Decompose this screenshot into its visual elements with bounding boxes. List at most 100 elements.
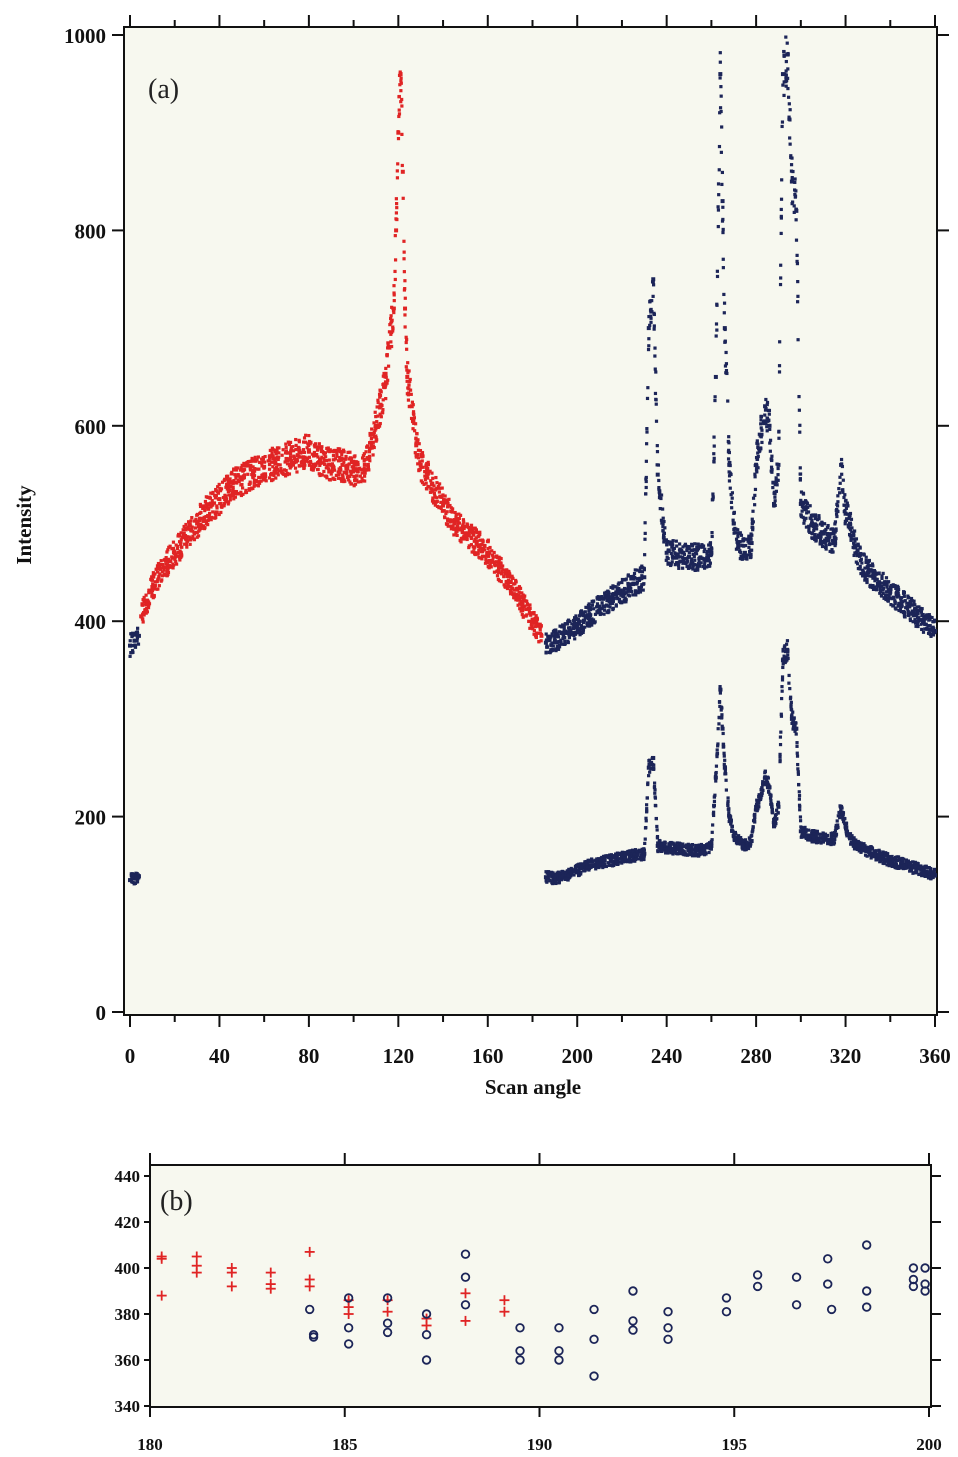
a-data-point [446,524,450,528]
a-data-point [753,475,757,479]
a-data-point [316,455,320,459]
a-data-point [573,637,577,641]
a-data-point [608,853,612,857]
a-data-point [852,533,856,538]
a-data-point [836,509,840,514]
a-data-point [906,612,910,616]
a-data-point [779,214,783,219]
a-data-point [550,648,554,653]
a-data-point [693,846,697,850]
a-data-point [755,464,759,468]
a-data-point [868,853,872,857]
a-data-point [241,492,245,496]
a-data-point [362,462,367,467]
a-data-point [873,587,877,591]
a-data-point [775,483,779,487]
a-data-point [907,865,911,869]
a-data-point [761,783,765,787]
a-data-point [881,857,885,862]
a-data-point [655,450,660,454]
a-data-point [803,518,807,522]
a-data-point [794,732,798,736]
a-data-point [715,269,719,273]
a-data-point [430,487,434,492]
a-data-point [611,607,615,612]
a-data-point [370,446,374,450]
a-data-point [505,581,510,585]
a-data-point [801,491,805,495]
a-data-point [368,459,372,463]
a-data-point [786,656,790,661]
a-data-point [284,442,288,446]
a-data-point [422,482,426,486]
a-data-point [746,846,751,851]
a-data-point [902,591,906,595]
a-data-point [429,479,433,483]
a-data-point [509,575,513,579]
a-data-point [734,838,738,842]
a-data-point [178,534,182,538]
a-data-point [670,846,674,851]
a-data-point [623,578,627,582]
a-data-point [829,842,833,847]
a-data-point [897,601,901,605]
a-data-point [742,537,746,541]
a-data-point [455,518,459,522]
a-data-point [230,470,234,474]
a-data-point [324,458,329,463]
a-data-point [863,566,867,570]
a-data-point [156,561,161,566]
a-data-point [829,831,833,836]
a-data-point [307,443,311,448]
a-data-point [252,480,256,484]
a-data-point [643,531,647,535]
a-data-point [687,551,691,555]
a-data-point [322,469,326,474]
a-data-point [661,529,665,533]
a-data-point [717,193,721,197]
a-data-point [758,793,762,797]
a-data-point [765,778,769,782]
a-data-point [647,337,651,341]
a-data-point [354,467,358,471]
a-data-point [612,862,616,867]
a-data-point [617,857,621,861]
a-data-point [193,519,197,523]
a-data-point [868,585,873,589]
a-data-point [730,828,734,833]
a-data-point [788,108,792,112]
a-data-point [717,168,721,172]
a-data-point [810,840,814,844]
a-data-point [909,868,914,872]
a-data-point [651,280,655,284]
a-data-point [299,455,304,459]
a-data-point [274,448,278,452]
a-data-point [705,565,709,569]
a-data-point [402,270,406,274]
a-data-point [311,467,316,471]
a-data-point [146,599,150,603]
a-data-point [587,624,591,628]
a-data-point [715,274,720,279]
a-data-point [560,869,564,874]
a-data-point [136,642,141,646]
a-data-point [234,476,238,480]
a-data-point [862,552,866,557]
a-data-point [803,508,807,512]
a-data-point [868,847,872,851]
a-data-point [780,685,784,689]
a-data-point [761,788,765,792]
a-data-point [721,217,725,222]
a-data-point [787,115,791,119]
a-data-point [374,427,378,431]
a-data-point [581,866,585,870]
a-data-point [692,548,696,552]
a-data-point [721,745,725,749]
a-data-point [215,506,219,510]
a-data-point [716,182,721,186]
a-data-point [720,713,724,717]
a-data-point [440,509,444,513]
a-data-point [558,874,562,879]
a-data-point [134,874,139,878]
a-data-point [824,547,828,551]
